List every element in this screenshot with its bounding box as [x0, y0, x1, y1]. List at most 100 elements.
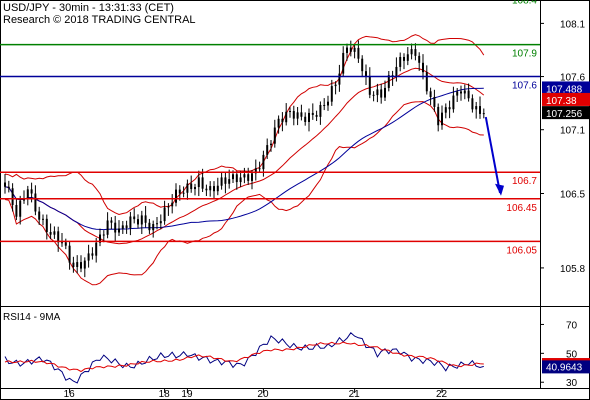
candle — [194, 183, 196, 196]
candle — [463, 84, 466, 100]
candle-body — [330, 86, 333, 102]
candle-body — [361, 58, 364, 72]
candle-body — [26, 189, 29, 199]
candle — [83, 257, 86, 278]
candle-body — [72, 262, 75, 268]
candle-body — [273, 127, 276, 144]
candle — [342, 46, 345, 77]
candle — [182, 186, 185, 198]
rsi-value-box-bg — [542, 360, 590, 374]
time-axis-tick: 22 — [436, 389, 448, 400]
candle-body — [289, 111, 291, 113]
candle-body — [239, 177, 242, 183]
candle-body — [266, 145, 269, 155]
candle-body — [224, 177, 227, 184]
candle-body — [125, 225, 128, 228]
candle — [114, 215, 117, 242]
candle-body — [353, 47, 356, 52]
candle — [380, 83, 383, 104]
candle-body — [232, 174, 234, 180]
candle — [137, 214, 139, 229]
candle — [334, 81, 337, 95]
candle-body — [11, 188, 14, 205]
candle-body — [175, 189, 177, 203]
candle-body — [304, 116, 307, 122]
rsi-panel-title: RSI14 - 9MA — [3, 312, 61, 323]
candle — [152, 220, 155, 238]
candle-body — [159, 221, 162, 224]
instrument-title: USD/JPY - 30min - 13:31:33 (CET) — [3, 2, 174, 14]
candle-body — [395, 66, 398, 77]
candle — [148, 218, 151, 234]
candle — [72, 256, 75, 273]
candle-body — [228, 179, 231, 184]
candle-body — [220, 177, 223, 186]
time-axis-tick: 20 — [257, 389, 269, 400]
candle-body — [91, 253, 94, 256]
candle — [53, 226, 56, 239]
candle — [7, 180, 10, 193]
candle-body — [205, 188, 208, 191]
candle — [448, 100, 451, 119]
candle-body — [365, 71, 367, 77]
candle — [323, 98, 326, 111]
candle — [247, 167, 250, 185]
price-value-box-label: 107.38 — [546, 96, 577, 107]
candle — [243, 167, 246, 184]
candle-body — [437, 106, 440, 126]
forecast-arrow-head — [495, 183, 504, 196]
candle — [327, 95, 329, 111]
candle — [376, 83, 379, 103]
candle-body — [209, 186, 212, 191]
candle-body — [140, 215, 143, 225]
candle-body — [99, 234, 101, 243]
candle — [410, 43, 413, 60]
candle — [429, 87, 432, 105]
level-label: 107.6 — [512, 81, 537, 92]
candle — [315, 110, 318, 122]
candle — [460, 85, 462, 101]
candle-body — [87, 253, 90, 261]
candle-body — [23, 198, 25, 201]
candle — [209, 181, 212, 197]
candle — [19, 195, 22, 225]
candle — [353, 44, 356, 59]
rsi-ma-line — [4, 341, 484, 373]
candle-body — [235, 174, 238, 183]
candle — [452, 86, 455, 113]
research-credit: Research © 2018 TRADING CENTRAL — [3, 14, 196, 26]
candle-body — [372, 94, 375, 96]
candle-body — [102, 234, 105, 236]
candle — [64, 238, 67, 250]
candle-body — [243, 174, 246, 178]
candle — [308, 108, 310, 132]
candle — [220, 172, 223, 190]
candle — [270, 140, 272, 152]
candle-body — [216, 185, 219, 192]
candle-body — [418, 55, 421, 63]
candle — [292, 105, 295, 126]
candle-body — [110, 220, 113, 223]
candle-body — [148, 222, 151, 231]
candle — [159, 214, 162, 230]
candle-body — [156, 223, 158, 225]
candle-body — [7, 186, 10, 189]
candle-body — [270, 143, 272, 146]
candle — [23, 190, 25, 204]
candle — [125, 220, 128, 234]
candle-body — [285, 111, 288, 123]
candle — [144, 206, 147, 228]
candle — [475, 101, 478, 119]
candle-body — [213, 186, 215, 192]
candle — [338, 64, 341, 92]
candle-body — [182, 192, 185, 194]
candle-body — [376, 89, 379, 96]
candle — [266, 138, 269, 159]
candle-body — [186, 183, 189, 193]
candle-body — [414, 49, 417, 56]
candle-body — [121, 225, 124, 229]
price-value-box-bg — [542, 81, 590, 95]
candle-body — [433, 96, 436, 107]
